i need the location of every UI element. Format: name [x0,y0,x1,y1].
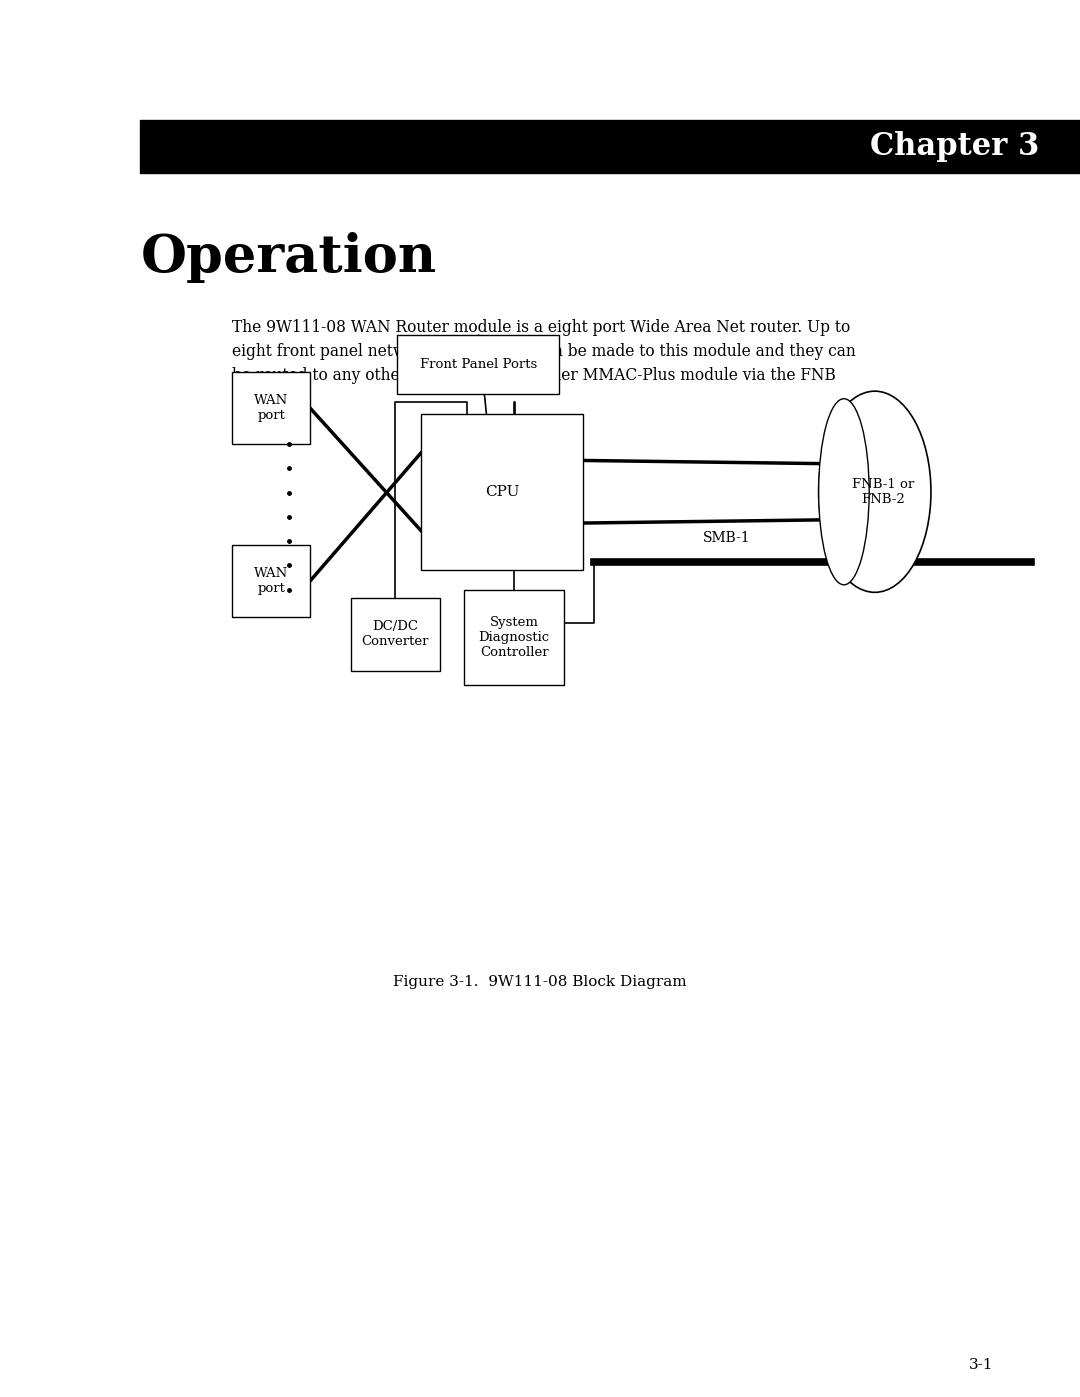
Text: WAN
port: WAN port [254,394,288,422]
Text: Figure 3-1.  9W111-08 Block Diagram: Figure 3-1. 9W111-08 Block Diagram [393,975,687,989]
Bar [140,120,1080,173]
Text: Chapter 3: Chapter 3 [869,131,1039,162]
FancyBboxPatch shape [232,372,310,444]
Text: System
Diagnostic
Controller: System Diagnostic Controller [478,616,550,658]
Ellipse shape [819,398,869,585]
Text: Front Panel Ports: Front Panel Ports [420,358,537,372]
Text: Operation: Operation [140,232,436,284]
Text: FNB-1 or
FNB-2: FNB-1 or FNB-2 [852,478,915,506]
Text: SMB-1: SMB-1 [703,531,751,545]
Text: WAN
port: WAN port [254,567,288,595]
FancyBboxPatch shape [351,598,440,671]
Text: DC/DC
Converter: DC/DC Converter [362,620,429,648]
FancyBboxPatch shape [232,545,310,617]
FancyBboxPatch shape [397,335,559,394]
FancyBboxPatch shape [464,590,564,685]
Text: CPU: CPU [485,485,519,499]
FancyBboxPatch shape [421,414,583,570]
Text: The 9W111-08 WAN Router module is a eight port Wide Area Net router. Up to
eight: The 9W111-08 WAN Router module is a eigh… [232,319,856,408]
Ellipse shape [819,391,931,592]
Text: 3-1: 3-1 [969,1358,994,1372]
